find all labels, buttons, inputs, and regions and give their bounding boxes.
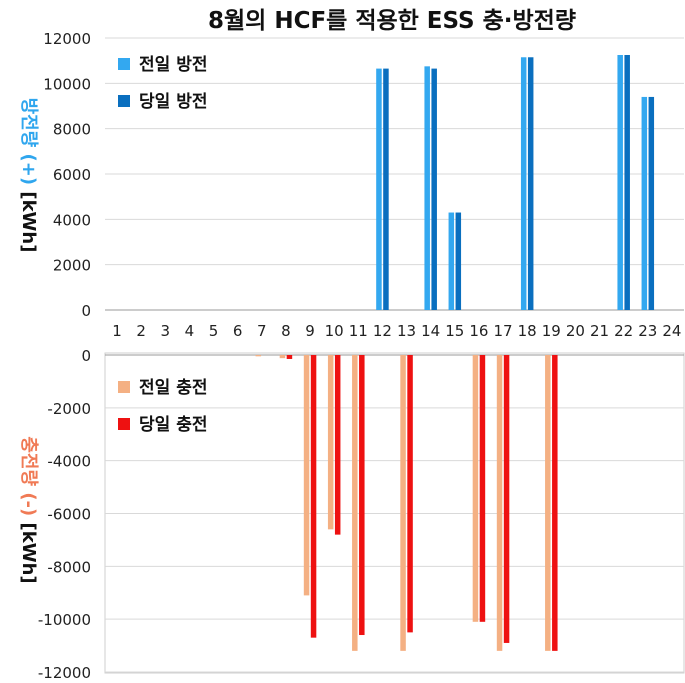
- hour-x-tick-labels: 1 2 3 4 5 6 7 8 9 10 11 12 13 14 15 16 17 18 19 20 21 22 23 24: [112, 322, 681, 340]
- charge-y-axis-label: 충전량 (-) [kWh]: [18, 436, 39, 583]
- svg-text:방전량 (+) [kWh]: 방전량 (+) [kWh]: [18, 98, 39, 253]
- x-tick-label: 16: [469, 322, 488, 340]
- discharge-y-tick-label: 4000: [53, 211, 91, 229]
- charge-y-tick-label: -4000: [47, 453, 91, 471]
- x-tick-label: 8: [281, 322, 291, 340]
- charge-bar: [552, 355, 558, 651]
- discharge-bar: [448, 212, 455, 310]
- charge-bar: [310, 355, 317, 638]
- chart-title: 8월의 HCF를 적용한 ESS 충·방전량: [208, 8, 576, 34]
- discharge-legend-label: 전일 방전: [139, 55, 207, 75]
- discharge-bar: [648, 96, 655, 310]
- discharge-bar: [617, 55, 623, 310]
- discharge-y-label-unit: [kWh]: [18, 191, 39, 252]
- x-tick-label: 24: [662, 322, 681, 340]
- charge-bar: [303, 355, 310, 596]
- x-tick-label: 6: [233, 322, 243, 340]
- charge-bar: [352, 355, 358, 651]
- charge-y-label-unit: [kWh]: [18, 523, 39, 584]
- discharge-bar: [527, 57, 534, 311]
- discharge-y-tick-label: 0: [81, 302, 91, 320]
- x-tick-label: 13: [397, 322, 416, 340]
- x-tick-label: 14: [421, 322, 440, 340]
- charge-bar: [407, 355, 413, 633]
- charge-bar: [286, 355, 293, 359]
- charge-bar: [359, 355, 365, 636]
- discharge-legend-swatch: [118, 58, 130, 70]
- charge-y-tick-label: -8000: [47, 558, 91, 576]
- discharge-bar: [431, 68, 437, 310]
- discharge-y-axis-label: 방전량 (+) [kWh]: [18, 98, 39, 253]
- x-tick-label: 10: [325, 322, 344, 340]
- discharge-bar: [641, 96, 648, 310]
- charge-bar: [255, 355, 262, 357]
- discharge-y-tick-label: 2000: [53, 257, 91, 275]
- charge-y-label-sign: (-): [18, 492, 39, 516]
- charge-legend-swatch: [118, 381, 130, 393]
- charge-y-label-quantity: 충전량: [18, 436, 39, 486]
- discharge-legend-label: 당일 방전: [139, 92, 207, 112]
- charge-bars: [255, 355, 558, 651]
- charge-bar: [479, 355, 486, 622]
- x-tick-label: 11: [349, 322, 368, 340]
- discharge-y-label-sign: (+): [18, 154, 39, 186]
- x-tick-label: 5: [209, 322, 219, 340]
- charge-bar: [334, 355, 341, 535]
- discharge-bar: [376, 68, 382, 310]
- charge-bar: [279, 355, 286, 359]
- x-tick-label: 9: [305, 322, 315, 340]
- discharge-y-label-quantity: 방전량: [18, 98, 39, 148]
- charge-legend-label: 당일 충전: [139, 415, 207, 435]
- discharge-y-tick-label: 8000: [53, 121, 91, 139]
- svg-text:충전량 (-) [kWh]: 충전량 (-) [kWh]: [18, 436, 39, 583]
- discharge-bars: [376, 55, 655, 311]
- charge-y-tick-label: 0: [81, 347, 91, 365]
- charge-y-tick-label: -12000: [38, 664, 91, 682]
- x-tick-label: 15: [445, 322, 464, 340]
- charge-bar: [472, 355, 479, 622]
- x-tick-label: 22: [614, 322, 633, 340]
- discharge-y-tick-label: 10000: [43, 75, 91, 93]
- charge-bar: [400, 355, 406, 651]
- discharge-bar: [455, 212, 462, 310]
- x-tick-label: 3: [161, 322, 171, 340]
- discharge-y-tick-labels: 0 2000 4000 6000 8000 10000 12000: [43, 30, 91, 320]
- charge-legend-label: 전일 충전: [139, 378, 207, 398]
- discharge-bar: [383, 68, 389, 310]
- discharge-y-tick-label: 12000: [43, 30, 91, 48]
- x-tick-label: 18: [518, 322, 537, 340]
- x-tick-label: 23: [638, 322, 657, 340]
- charge-y-tick-label: -6000: [47, 506, 91, 524]
- discharge-bar: [424, 66, 430, 310]
- x-tick-label: 17: [494, 322, 513, 340]
- x-tick-label: 1: [112, 322, 122, 340]
- x-tick-label: 2: [136, 322, 146, 340]
- x-tick-label: 12: [373, 322, 392, 340]
- charge-y-tick-label: -10000: [38, 611, 91, 629]
- charge-y-tick-label: -2000: [47, 400, 91, 418]
- discharge-bar: [624, 55, 630, 310]
- charge-gridlines: [105, 354, 684, 673]
- discharge-bar: [520, 57, 527, 311]
- x-tick-label: 20: [566, 322, 585, 340]
- charge-bar: [503, 355, 510, 643]
- x-tick-label: 4: [185, 322, 195, 340]
- x-tick-label: 21: [590, 322, 609, 340]
- charge-legend-swatch: [118, 418, 130, 430]
- discharge-legend-swatch: [118, 95, 130, 107]
- charge-bar: [327, 355, 334, 530]
- charge-bar: [545, 355, 551, 651]
- discharge-y-tick-label: 6000: [53, 166, 91, 184]
- discharge-gridlines: [105, 37, 684, 311]
- x-tick-label: 7: [257, 322, 267, 340]
- charge-y-tick-labels: 0 -2000 -4000 -6000 -8000 -10000 -12000: [38, 347, 91, 682]
- x-tick-label: 19: [542, 322, 561, 340]
- charge-bar: [496, 355, 503, 651]
